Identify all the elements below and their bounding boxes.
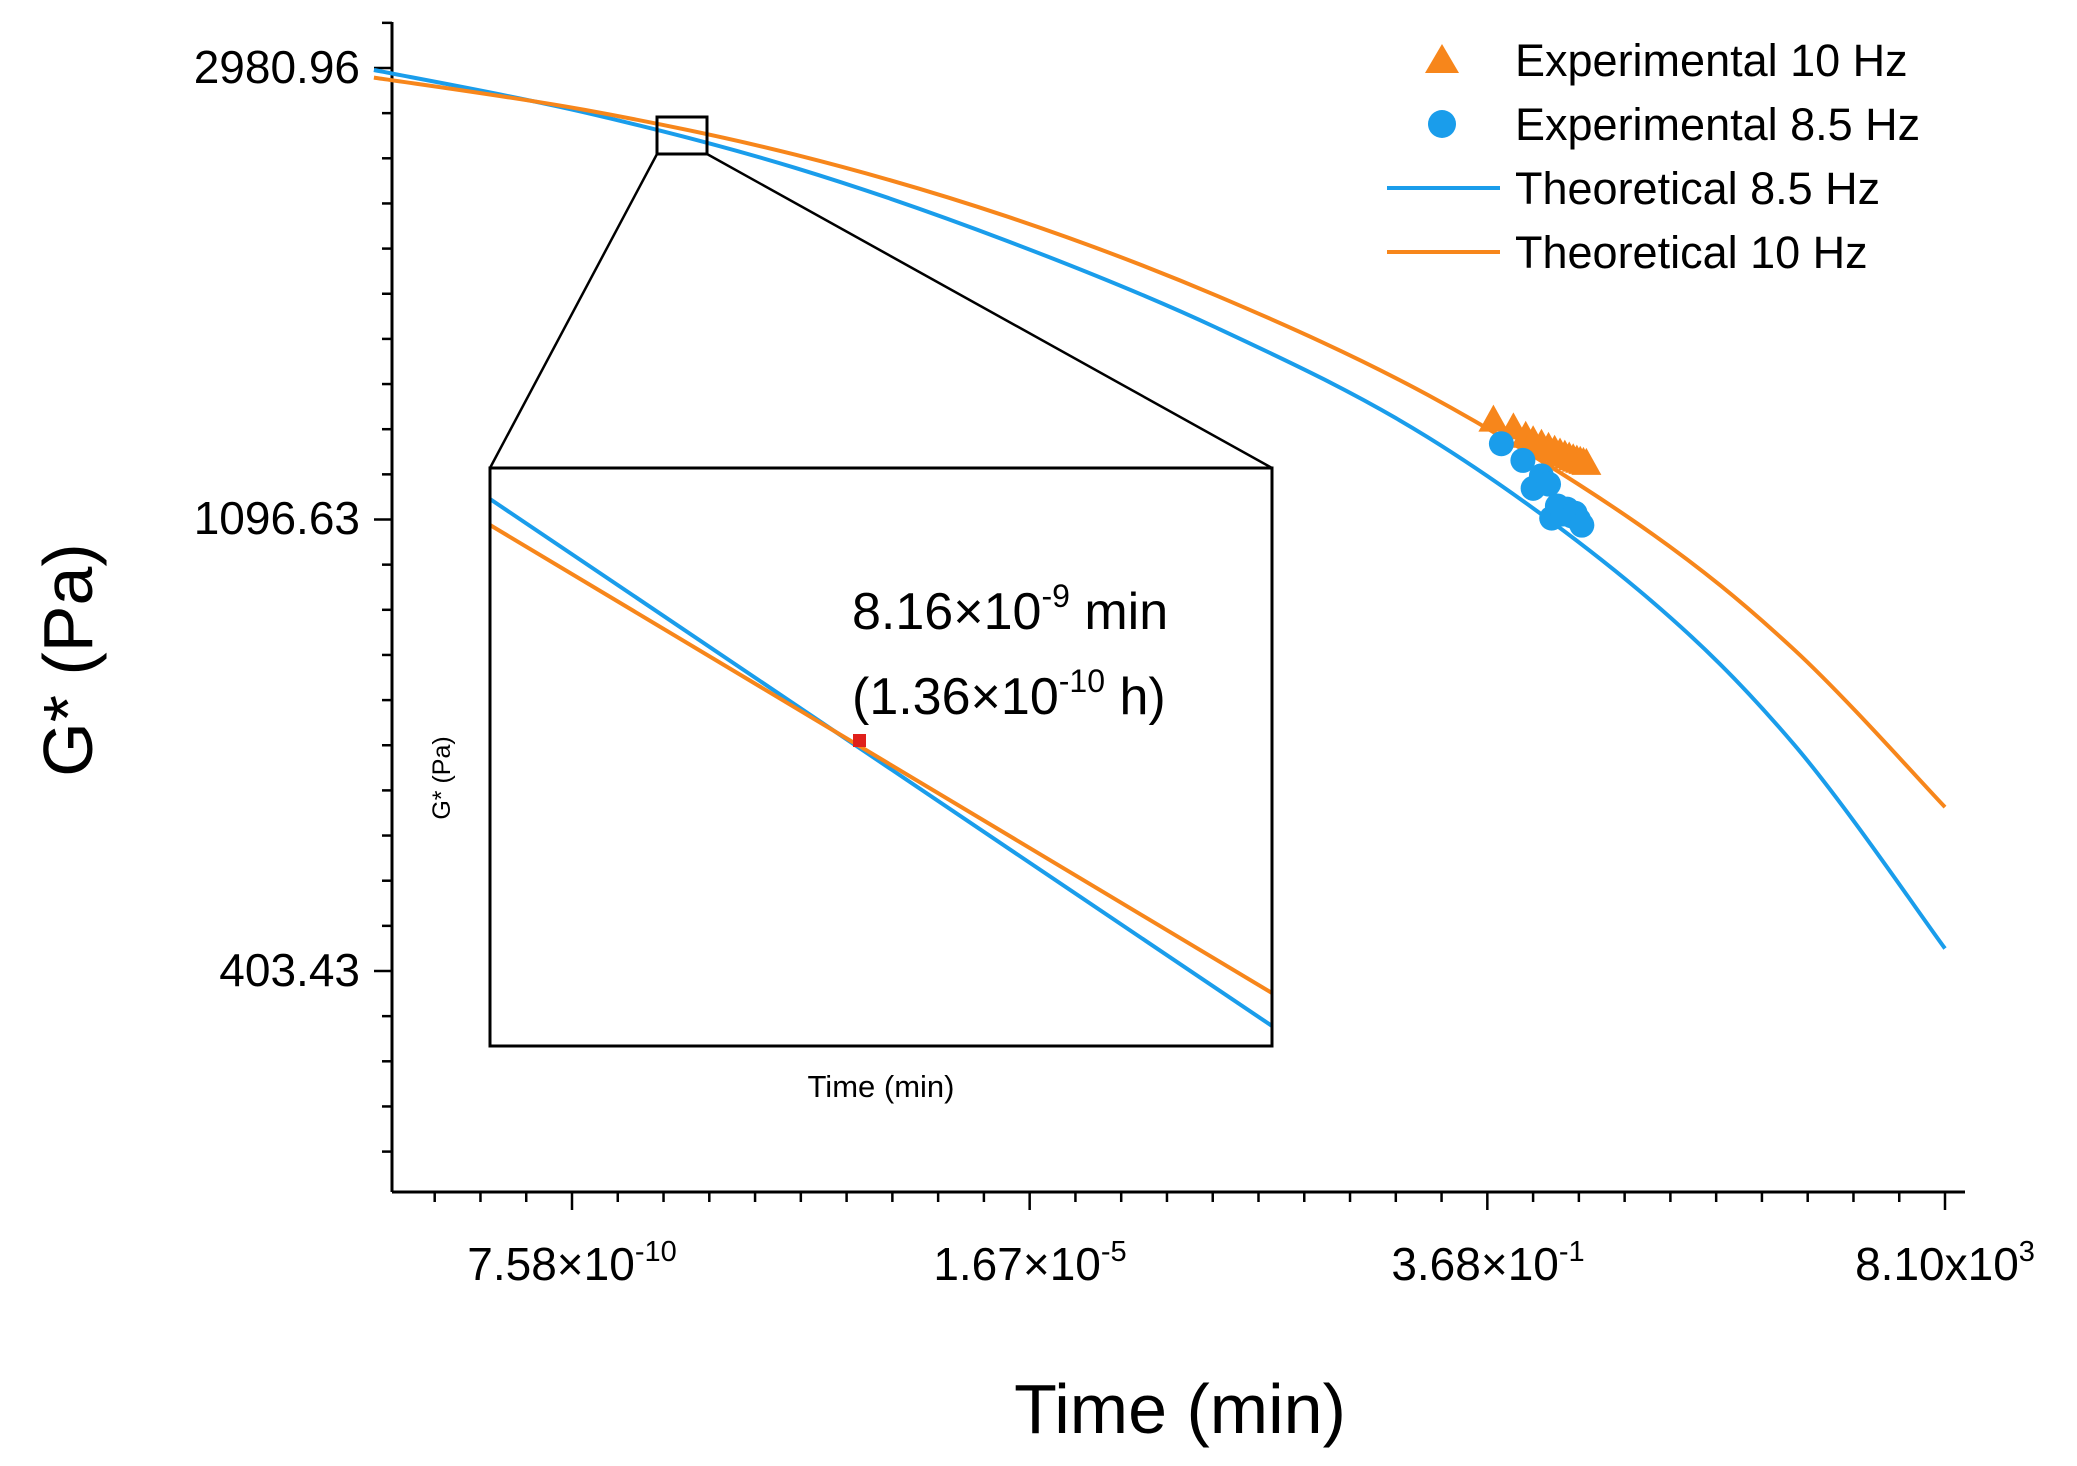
point-experimental-8-5hz [1510, 447, 1536, 473]
inset-line-theoretical-10hz [488, 523, 1274, 995]
zoom-callout [488, 115, 1273, 470]
intersection-annotation-line-2: (1.36×10-10 h) [852, 663, 1166, 726]
point-experimental-8-5hz [1488, 431, 1514, 457]
x-tick-label: 3.68×10-1 [1391, 1236, 1584, 1290]
x-tick-label: 8.10x103 [1855, 1236, 2035, 1290]
x-axis-title: Time (min) [1014, 1370, 1346, 1448]
inset-x-axis-title: Time (min) [808, 1069, 955, 1104]
legend-entry: Theoretical 8.5 Hz [1387, 163, 1880, 214]
point-experimental-8-5hz [1569, 512, 1595, 538]
legend-circle-marker [1428, 110, 1456, 138]
y-tick-labels: 2980.96 1096.63 403.43 [194, 41, 360, 996]
point-experimental-10hz [1478, 404, 1509, 432]
legend-label: Experimental 10 Hz [1515, 35, 1908, 86]
intersection-annotation-line-1: 8.16×10-9 min [852, 578, 1168, 641]
inset: Time (min) G* (Pa) 8.16×10-9 min (1.36×1… [428, 466, 1274, 1104]
legend-label: Experimental 8.5 Hz [1515, 99, 1920, 150]
x-tick-label: 1.67×10-5 [933, 1236, 1126, 1290]
x-tick-label: 7.58×10-10 [467, 1236, 677, 1290]
y-tick-label: 2980.96 [194, 41, 360, 93]
zoom-source-box [655, 115, 709, 156]
x-tick-labels: 7.58×10-10 1.67×10-5 3.68×10-1 8.10x103 [467, 1236, 2035, 1290]
legend-label: Theoretical 8.5 Hz [1515, 163, 1880, 214]
inset-series [488, 497, 1274, 1028]
zoom-connector-line [488, 153, 659, 469]
y-axis-title: G* (Pa) [29, 543, 107, 776]
point-experimental-8-5hz [1536, 471, 1562, 497]
legend-entry: Experimental 10 Hz [1425, 35, 1908, 86]
y-ticks [374, 21, 392, 1153]
legend-entry: Experimental 8.5 Hz [1428, 99, 1920, 150]
legend-entry: Theoretical 10 Hz [1387, 227, 1868, 278]
x-ticks [433, 1192, 1947, 1210]
legend-label: Theoretical 10 Hz [1515, 227, 1868, 278]
y-tick-label: 1096.63 [194, 492, 360, 544]
zoom-connector-line [706, 152, 1273, 470]
inset-frame [488, 466, 1274, 1048]
y-tick-label: 403.43 [219, 944, 360, 996]
legend-triangle-marker [1425, 44, 1459, 73]
plot-axes [374, 21, 1965, 1210]
point-experimental-10hz [1571, 447, 1602, 475]
intersection-point [853, 734, 866, 747]
inset-y-axis-title: G* (Pa) [428, 736, 456, 819]
inset-line-theoretical-8-5hz [488, 497, 1274, 1028]
line-theoretical-8-5-hz [373, 68, 1947, 950]
legend: Experimental 10 Hz Experimental 8.5 Hz The… [1387, 35, 1920, 278]
